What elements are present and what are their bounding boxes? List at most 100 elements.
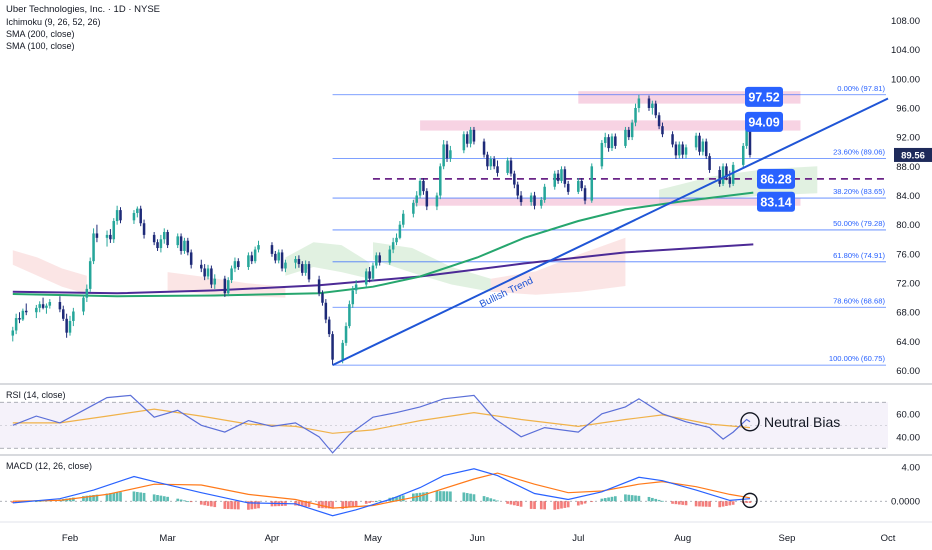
macd-histogram-bar <box>684 501 688 506</box>
macd-histogram-bar <box>472 494 476 502</box>
macd-histogram-bar <box>704 501 708 507</box>
candle-body <box>203 268 206 277</box>
candle-body <box>72 311 75 321</box>
macd-histogram-bar <box>179 499 183 502</box>
bullish-trendline[interactable]: Bullish Trend <box>332 97 889 367</box>
candle-body <box>223 278 227 294</box>
macd-signal-line <box>12 472 751 509</box>
candle-body <box>681 144 684 155</box>
price-pane[interactable] <box>0 383 932 523</box>
candle-body <box>439 166 442 196</box>
candle-body <box>600 142 604 167</box>
sma-100-line <box>12 191 754 298</box>
candle-body <box>614 136 617 146</box>
indicator-sma200-label: SMA (200, close) <box>6 29 75 39</box>
macd-axis-tick: 4.00 <box>902 463 921 474</box>
candle-body <box>11 330 15 336</box>
macd-histogram-bar <box>482 496 486 502</box>
candle-body <box>435 195 439 207</box>
candle-body <box>105 234 109 238</box>
rsi-line <box>12 394 751 454</box>
macd-histogram-bar <box>566 501 570 508</box>
macd-pane[interactable]: MACD (12, 26, close) 4.00 0.0000 <box>0 461 921 517</box>
macd-histogram-bar <box>469 493 472 502</box>
macd-histogram-bar <box>543 501 546 510</box>
macd-histogram-bar <box>445 491 449 502</box>
time-axis-tick: May <box>364 533 382 544</box>
candle-body <box>348 304 351 327</box>
time-axis-tick: Mar <box>159 533 175 544</box>
fib-level-label: 61.80% (74.91) <box>833 251 885 260</box>
candle-body <box>354 284 358 291</box>
macd-histogram-bar <box>142 492 146 502</box>
macd-histogram-bar <box>156 495 159 502</box>
macd-histogram-bar <box>600 498 604 502</box>
candle-body <box>661 126 664 135</box>
candle-body <box>704 141 708 157</box>
macd-axis-tick: 0.0000 <box>891 497 920 508</box>
macd-histogram-bar <box>38 500 42 502</box>
level-tag-label: 83.14 <box>760 195 791 209</box>
price-axis[interactable]: 108.00 104.00 100.00 96.00 92.00 88.00 84.00 80… <box>891 16 932 377</box>
price-axis-tick: 96.00 <box>896 103 920 114</box>
macd-histogram-bar <box>556 501 560 510</box>
candle-body <box>294 258 297 263</box>
macd-histogram-bar <box>610 496 614 502</box>
fibonacci-retracement[interactable]: 0.00% (97.81) 23.60% (89.06) 38.20% (83.65… <box>332 84 888 366</box>
level-tag-label: 86.28 <box>760 172 791 186</box>
macd-histogram-bar <box>34 501 38 503</box>
price-axis-tick: 68.00 <box>896 308 920 319</box>
macd-histogram-bar <box>529 501 533 509</box>
macd-histogram-bar <box>139 492 143 502</box>
macd-histogram-bar <box>112 492 116 502</box>
macd-histogram-bar <box>250 501 254 510</box>
price-zone <box>420 120 801 131</box>
macd-histogram-bar <box>462 492 466 502</box>
macd-histogram-bar <box>183 500 186 502</box>
macd-histogram-bar <box>199 501 203 505</box>
candle-body <box>41 304 45 308</box>
candle-body <box>513 173 516 185</box>
macd-histogram-bar <box>11 501 15 503</box>
level-tag-box <box>757 168 795 189</box>
macd-histogram-bar <box>425 492 429 502</box>
macd-histogram-bar <box>516 501 520 506</box>
candle-body <box>725 166 728 178</box>
macd-histogram-bar <box>230 501 233 510</box>
macd-histogram-bar <box>257 501 260 509</box>
level-tag-box <box>745 111 783 132</box>
rsi-annotation: Neutral Bias <box>764 414 840 430</box>
macd-histogram-bar <box>422 492 425 502</box>
macd-histogram-bar <box>630 495 634 502</box>
level-tag-box <box>757 191 795 212</box>
rsi-pane[interactable]: RSI (14, close) 60.00 40.00 Neutral Bias <box>0 390 920 454</box>
macd-histogram-bar <box>677 501 681 505</box>
candle-body <box>364 271 368 285</box>
candle-body <box>543 186 546 200</box>
candle-body <box>465 134 469 144</box>
macd-histogram-bar <box>132 491 136 502</box>
time-axis[interactable]: Feb Mar Apr May Jun Jul Aug Sep Oct <box>62 533 896 544</box>
trendline[interactable] <box>332 97 889 367</box>
candle-body <box>200 264 203 269</box>
candle-body <box>226 280 230 294</box>
macd-histogram-bar <box>162 496 166 502</box>
macd-histogram-bar <box>351 501 355 507</box>
candle-body <box>38 304 41 308</box>
fib-level-label: 50.00% (79.28) <box>833 219 885 228</box>
candle-body <box>85 288 89 298</box>
candle-body <box>657 115 661 127</box>
macd-histogram-bar <box>492 499 496 502</box>
candle-body <box>351 290 355 305</box>
candle-body <box>731 164 735 184</box>
candle-body <box>516 184 519 196</box>
macd-histogram-bar <box>203 501 206 506</box>
candle-body <box>115 210 119 222</box>
candle-body <box>391 242 395 250</box>
macd-histogram-bar <box>105 493 109 502</box>
candle-body <box>152 234 156 243</box>
candle-body <box>630 122 634 138</box>
rsi-title: RSI (14, close) <box>6 390 66 400</box>
candle-body <box>280 252 284 269</box>
